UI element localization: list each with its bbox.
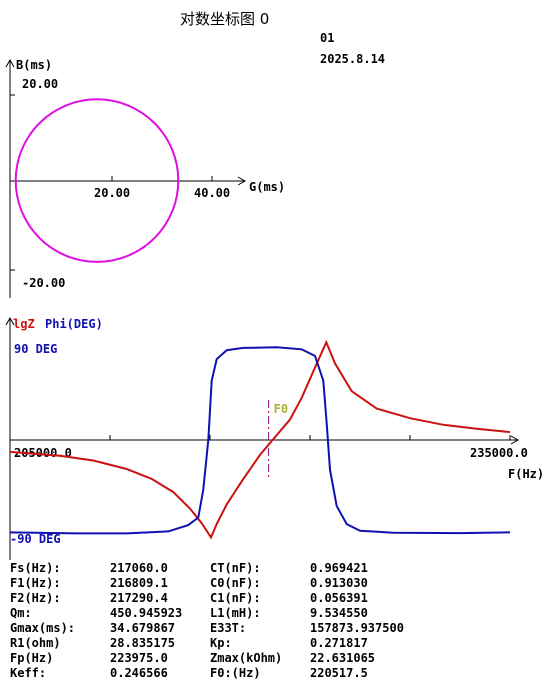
measurement-date: 2025.8.14 — [320, 52, 386, 66]
param-label: R1(ohm) — [10, 636, 61, 650]
param-label: Gmax(ms): — [10, 621, 76, 635]
param-row: Gmax(ms): 34.679867 E33T: 157873.937500 — [10, 621, 530, 636]
impedance-y-axis-arrow — [5, 316, 15, 326]
param-label: C0(nF): — [210, 576, 261, 590]
param-value: 22.631065 — [310, 651, 376, 665]
param-value: 34.679867 — [110, 621, 176, 635]
param-label: F2(Hz): — [10, 591, 61, 605]
param-value: 0.969421 — [310, 561, 368, 575]
param-value: 216809.1 — [110, 576, 168, 590]
param-value: 28.835175 — [110, 636, 176, 650]
param-row: Fs(Hz): 217060.0 CT(nF): 0.969421 — [10, 561, 530, 576]
param-label: F1(Hz): — [10, 576, 61, 590]
parameter-table: Fs(Hz): 217060.0 CT(nF): 0.969421 F1(Hz): 21… — [10, 561, 530, 681]
param-value: 220517.5 — [310, 666, 368, 680]
param-value: 0.913030 — [310, 576, 368, 590]
admittance-ytick-label-neg20: -20.00 — [22, 276, 65, 290]
param-value: 157873.937500 — [310, 621, 404, 635]
param-row: Keff: 0.246566 F0:(Hz) 220517.5 — [10, 666, 530, 681]
measurement-id: 01 — [320, 31, 335, 45]
param-value: 450.945923 — [110, 606, 183, 620]
admittance-x-axis-arrow — [237, 176, 247, 186]
f0-marker-label: F0 — [274, 402, 288, 416]
admittance-ytick-label-20: 20.00 — [22, 77, 58, 91]
param-label: Keff: — [10, 666, 47, 680]
param-label: Zmax(kOhm) — [210, 651, 283, 665]
admittance-chart: B(ms) G(ms) 20.00 -20.00 20.00 40.00 — [5, 58, 285, 298]
param-row: Fp(Hz) 223975.0 Zmax(kOhm) 22.631065 — [10, 651, 530, 666]
phase-label-plus90: 90 DEG — [14, 342, 57, 356]
param-label: E33T: — [210, 621, 247, 635]
impedance-chart: lgZ Phi(DEG) 90 DEG -90 DEG 205000.0 235… — [5, 316, 544, 560]
param-row: F1(Hz): 216809.1 C0(nF): 0.913030 — [10, 576, 530, 591]
admittance-xtick-label-40: 40.00 — [194, 186, 230, 200]
param-label: Fp(Hz) — [10, 651, 54, 665]
admittance-xlabel: G(ms) — [249, 180, 285, 194]
param-value: 223975.0 — [110, 651, 168, 665]
param-value: 217060.0 — [110, 561, 168, 575]
param-label: CT(nF): — [210, 561, 261, 575]
param-value: 0.246566 — [110, 666, 168, 680]
impedance-x-axis-arrow — [510, 435, 520, 445]
param-value: 217290.4 — [110, 591, 168, 605]
legend-phi: Phi(DEG) — [45, 317, 103, 331]
param-row: R1(ohm) 28.835175 Kp: 0.271817 — [10, 636, 530, 651]
impedance-xtick-label-end: 235000.0 — [470, 446, 528, 460]
admittance-ylabel: B(ms) — [16, 58, 52, 72]
lgz-series-line — [9, 339, 511, 540]
param-label: L1(mH): — [210, 606, 261, 620]
param-label: Fs(Hz): — [10, 561, 61, 575]
admittance-y-axis-arrow — [5, 58, 15, 68]
param-row: Qm: 450.945923 L1(mH): 9.534550 — [10, 606, 530, 621]
param-label: F0:(Hz) — [210, 666, 261, 680]
param-row: F2(Hz): 217290.4 C1(nF): 0.056391 — [10, 591, 530, 606]
param-value: 9.534550 — [310, 606, 368, 620]
admittance-circle-curve — [14, 98, 180, 263]
impedance-xlabel: F(Hz) — [508, 467, 544, 481]
phase-label-minus90: -90 DEG — [10, 532, 61, 546]
legend-lgz: lgZ — [13, 317, 35, 331]
param-value: 0.056391 — [310, 591, 368, 605]
param-value: 0.271817 — [310, 636, 368, 650]
param-label: Kp: — [210, 636, 232, 650]
admittance-xtick-label-20: 20.00 — [94, 186, 130, 200]
chart-window-title: 对数坐标图 0 — [180, 10, 270, 28]
param-label: C1(nF): — [210, 591, 261, 605]
param-label: Qm: — [10, 606, 32, 620]
phi-series-line — [9, 346, 511, 535]
